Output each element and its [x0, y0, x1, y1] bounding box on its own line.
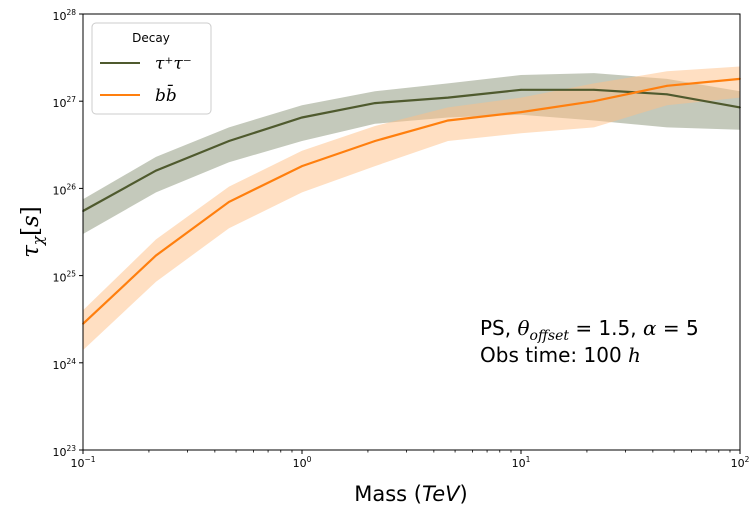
- x-tick-label-1: 100: [293, 455, 312, 470]
- y-tick-label-5: 1028: [52, 8, 76, 23]
- point-series-1-8: [666, 84, 668, 87]
- y-axis-label: τχ[s]: [18, 206, 47, 258]
- x-axis-label-prefix: Mass (: [354, 482, 422, 505]
- plot-frame: [82, 13, 741, 451]
- point-series-1-2: [228, 201, 230, 203]
- annotation-theta-sub: offset: [530, 328, 570, 344]
- point-series-0-4: [374, 102, 376, 104]
- point-series-1-1: [155, 254, 157, 257]
- annotation-alpha: α: [643, 316, 657, 340]
- annotation-line-1: PS, θoffset = 1.5, α = 5: [480, 316, 699, 344]
- x-axis-ticks: 10−1 100 101 102: [70, 450, 750, 470]
- point-series-1-6: [520, 111, 522, 113]
- y-axis-label-base: τ: [18, 244, 44, 258]
- point-series-1-7: [593, 100, 595, 103]
- point-series-1-4: [374, 140, 376, 142]
- point-series-0-7: [593, 88, 595, 91]
- y-tick-label-1: 1024: [52, 357, 76, 372]
- x-axis-label-suffix: ): [460, 482, 468, 505]
- point-series-0-5: [447, 96, 449, 99]
- y-tick-label-3: 1026: [52, 182, 76, 197]
- y-tick-label-0: 1023: [52, 444, 76, 459]
- legend-label-bb: bb̄: [155, 83, 177, 106]
- x-tick-label-0: 10−1: [70, 455, 95, 470]
- y-axis-label-close: ]: [18, 206, 44, 215]
- legend-label-tau: τ⁺τ⁻: [155, 54, 192, 74]
- annotation-line-2: Obs time: 100 h: [480, 343, 641, 367]
- annotation-ps: PS,: [480, 316, 517, 340]
- y-axis-label-sub: χ: [29, 235, 47, 246]
- point-series-0-2: [228, 140, 230, 142]
- annotation-alpha-value: = 5: [657, 316, 699, 340]
- y-tick-label-4: 1027: [52, 95, 76, 110]
- line-series-1: [82, 77, 741, 325]
- x-axis-label: Mass (TeV): [354, 482, 467, 505]
- annotation-theta: θ: [517, 316, 529, 340]
- x-tick-label-2: 101: [512, 455, 531, 470]
- y-axis-label-post: [: [18, 227, 44, 236]
- annotation-obs-time: Obs time: 100: [480, 343, 628, 367]
- point-series-0-8: [666, 93, 668, 96]
- y-axis-label-unit: s: [18, 215, 44, 227]
- point-series-1-3: [301, 165, 303, 168]
- annotation-obs-unit: h: [628, 343, 641, 367]
- point-series-0-6: [520, 88, 522, 91]
- point-series-1-5: [447, 119, 449, 122]
- point-series-0-1: [155, 169, 157, 172]
- y-tick-label-2: 1025: [52, 270, 76, 285]
- legend: Decay τ⁺τ⁻ bb̄: [91, 22, 212, 115]
- y-axis-ticks: 1023 1024 1025 1026 1027 1028: [52, 8, 83, 459]
- series-lines: [82, 77, 741, 325]
- point-series-0-3: [301, 116, 303, 119]
- line-series-0: [82, 88, 741, 212]
- x-axis-label-var: TeV: [422, 482, 461, 505]
- annotation-theta-value: = 1.5,: [569, 316, 643, 340]
- x-tick-label-3: 102: [731, 455, 750, 470]
- legend-box: [91, 22, 212, 115]
- legend-title: Decay: [132, 31, 170, 45]
